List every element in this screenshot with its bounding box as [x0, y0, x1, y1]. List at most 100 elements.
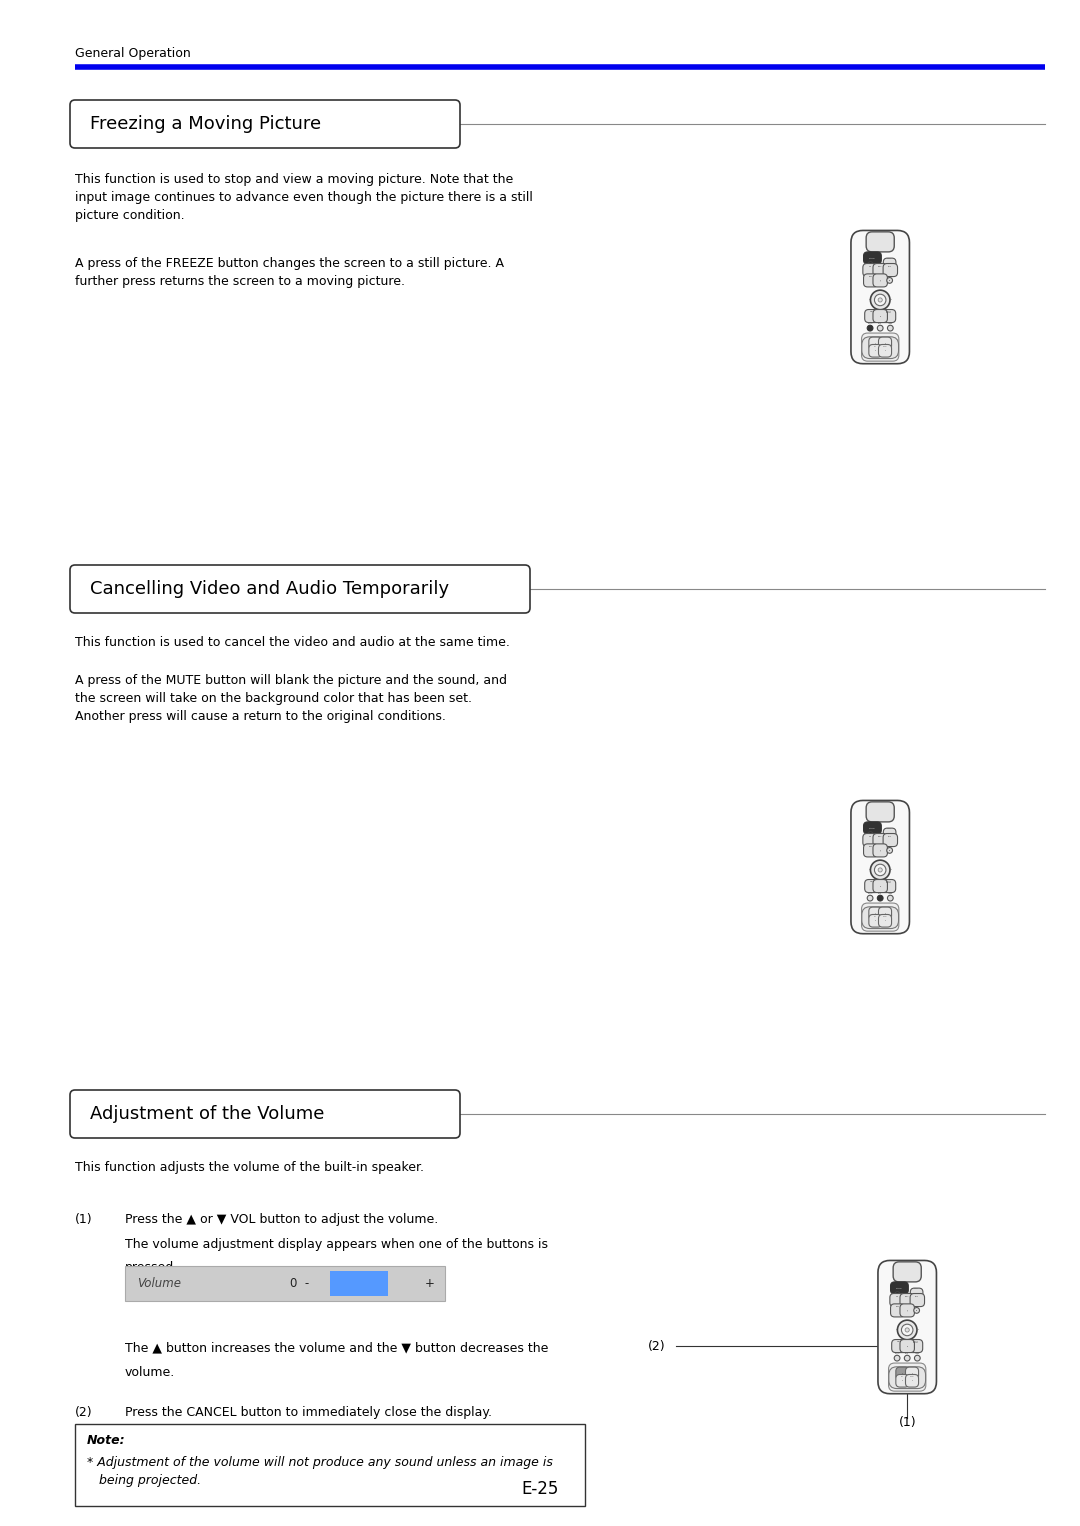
Text: pressed.: pressed.	[125, 1260, 178, 1274]
FancyBboxPatch shape	[900, 1340, 915, 1352]
FancyBboxPatch shape	[883, 258, 896, 270]
Text: (1): (1)	[900, 1416, 917, 1430]
Text: R-CLICK/
CANCEL: R-CLICK/ CANCEL	[913, 1340, 918, 1343]
Circle shape	[887, 847, 892, 853]
Text: +: +	[426, 1277, 435, 1289]
FancyBboxPatch shape	[895, 1367, 909, 1380]
Text: 10 seconds.: 10 seconds.	[125, 1454, 200, 1466]
FancyBboxPatch shape	[873, 310, 888, 322]
FancyBboxPatch shape	[891, 1303, 905, 1317]
FancyBboxPatch shape	[851, 230, 909, 363]
FancyBboxPatch shape	[865, 310, 879, 322]
Text: A press of the MUTE button will blank the picture and the sound, and
the screen : A press of the MUTE button will blank th…	[75, 674, 507, 723]
Text: (2): (2)	[75, 1405, 93, 1419]
Circle shape	[887, 278, 892, 284]
FancyBboxPatch shape	[862, 333, 899, 362]
Text: Cancelling Video and Audio Temporarily: Cancelling Video and Audio Temporarily	[90, 580, 449, 598]
Circle shape	[870, 861, 890, 879]
Circle shape	[875, 864, 886, 876]
FancyBboxPatch shape	[900, 1303, 915, 1317]
Circle shape	[883, 262, 887, 266]
FancyBboxPatch shape	[862, 906, 899, 928]
Text: This function is used to stop and view a moving picture. Note that the
input ima: This function is used to stop and view a…	[75, 172, 532, 221]
Text: volume.: volume.	[125, 1366, 175, 1380]
FancyBboxPatch shape	[70, 565, 530, 613]
FancyBboxPatch shape	[910, 1294, 924, 1306]
Text: General Operation: General Operation	[75, 47, 191, 60]
Circle shape	[867, 896, 873, 900]
FancyBboxPatch shape	[878, 345, 892, 357]
FancyBboxPatch shape	[905, 1367, 919, 1380]
Text: Volume: Volume	[137, 1277, 181, 1289]
FancyBboxPatch shape	[905, 1375, 919, 1387]
FancyBboxPatch shape	[873, 879, 888, 893]
FancyBboxPatch shape	[865, 879, 879, 893]
FancyBboxPatch shape	[883, 833, 897, 847]
Circle shape	[888, 896, 893, 900]
Circle shape	[902, 1325, 913, 1335]
Circle shape	[875, 295, 886, 305]
Text: R-CLICK/
CANCEL: R-CLICK/ CANCEL	[886, 881, 891, 884]
FancyBboxPatch shape	[873, 264, 888, 276]
FancyBboxPatch shape	[868, 906, 882, 920]
Text: Note:: Note:	[87, 1434, 125, 1447]
FancyBboxPatch shape	[878, 1260, 936, 1393]
FancyBboxPatch shape	[889, 1367, 926, 1389]
FancyBboxPatch shape	[892, 1340, 906, 1352]
Circle shape	[868, 832, 873, 836]
Text: 0  -: 0 -	[291, 1277, 309, 1289]
Circle shape	[877, 896, 883, 900]
Circle shape	[895, 1293, 900, 1297]
Text: The display will close when there has not been an operation in about: The display will close when there has no…	[125, 1431, 557, 1444]
Text: This function adjusts the volume of the built-in speaker.: This function adjusts the volume of the …	[75, 1161, 424, 1173]
Text: E-25: E-25	[522, 1480, 558, 1499]
FancyBboxPatch shape	[889, 1363, 926, 1392]
Text: Freezing a Moving Picture: Freezing a Moving Picture	[90, 114, 321, 133]
Circle shape	[914, 1308, 919, 1314]
Text: * Adjustment of the volume will not produce any sound unless an image is
   bein: * Adjustment of the volume will not prod…	[87, 1456, 553, 1486]
Circle shape	[904, 1355, 910, 1361]
FancyBboxPatch shape	[330, 1271, 388, 1296]
FancyBboxPatch shape	[125, 1267, 445, 1302]
FancyBboxPatch shape	[891, 1282, 908, 1294]
FancyBboxPatch shape	[866, 232, 894, 252]
Text: (1): (1)	[75, 1213, 93, 1225]
FancyBboxPatch shape	[862, 337, 899, 359]
FancyBboxPatch shape	[873, 833, 888, 847]
FancyBboxPatch shape	[864, 844, 878, 858]
FancyBboxPatch shape	[910, 1288, 923, 1300]
FancyBboxPatch shape	[70, 101, 460, 148]
FancyBboxPatch shape	[864, 273, 878, 287]
Text: R-CLICK/
CANCEL: R-CLICK/ CANCEL	[886, 310, 891, 313]
FancyBboxPatch shape	[881, 879, 895, 893]
FancyBboxPatch shape	[863, 264, 877, 276]
FancyBboxPatch shape	[883, 264, 897, 276]
Circle shape	[894, 1355, 900, 1361]
FancyBboxPatch shape	[851, 801, 909, 934]
Text: (2): (2)	[648, 1340, 665, 1352]
Circle shape	[870, 290, 890, 310]
Text: Adjustment of the Volume: Adjustment of the Volume	[90, 1105, 324, 1123]
Circle shape	[878, 298, 882, 302]
FancyBboxPatch shape	[890, 1294, 904, 1306]
Circle shape	[878, 868, 882, 871]
FancyBboxPatch shape	[868, 337, 882, 349]
Circle shape	[905, 1328, 909, 1332]
FancyBboxPatch shape	[878, 906, 892, 920]
Text: Press the ▲ or ▼ VOL button to adjust the volume.: Press the ▲ or ▼ VOL button to adjust th…	[125, 1213, 438, 1225]
Circle shape	[883, 833, 887, 836]
Circle shape	[915, 1355, 920, 1361]
FancyBboxPatch shape	[863, 833, 877, 847]
Text: This function is used to cancel the video and audio at the same time.: This function is used to cancel the vide…	[75, 636, 510, 649]
Text: The volume adjustment display appears when one of the buttons is: The volume adjustment display appears wh…	[125, 1238, 548, 1251]
Text: Press the CANCEL button to immediately close the display.: Press the CANCEL button to immediately c…	[125, 1405, 492, 1419]
FancyBboxPatch shape	[900, 1294, 915, 1306]
Circle shape	[910, 1293, 914, 1296]
FancyBboxPatch shape	[878, 914, 892, 928]
Circle shape	[867, 325, 873, 331]
Circle shape	[888, 325, 893, 331]
FancyBboxPatch shape	[864, 252, 881, 264]
FancyBboxPatch shape	[868, 914, 882, 928]
FancyBboxPatch shape	[868, 345, 882, 357]
FancyBboxPatch shape	[893, 1262, 921, 1282]
